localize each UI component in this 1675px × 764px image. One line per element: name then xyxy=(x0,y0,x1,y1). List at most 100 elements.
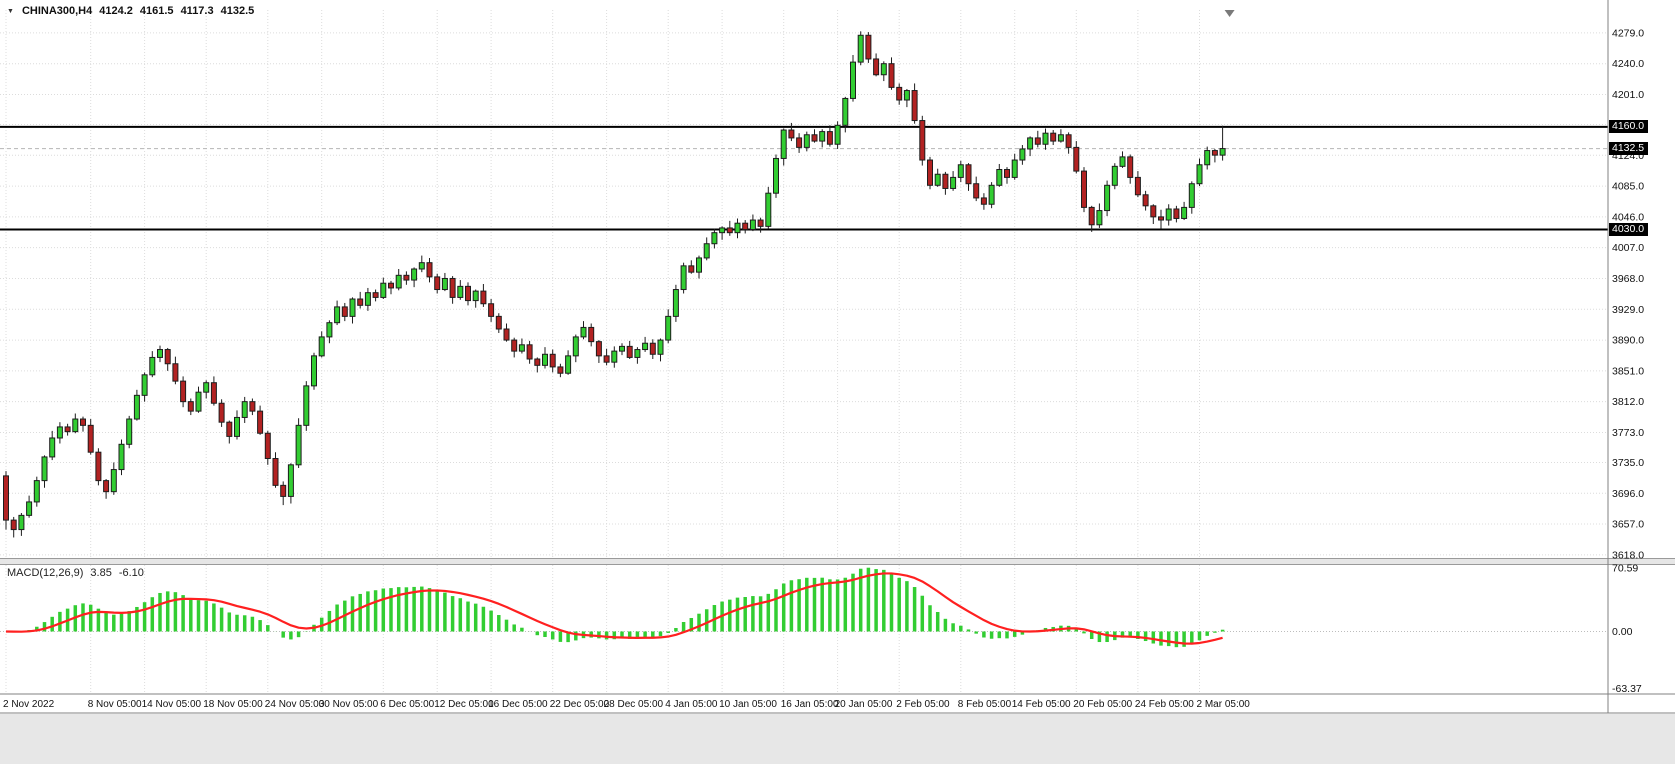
candle-down xyxy=(1065,134,1072,148)
candle-down xyxy=(973,183,980,199)
candle-down xyxy=(280,484,287,497)
candle-up xyxy=(26,501,33,516)
candle-up xyxy=(565,355,572,374)
time-axis-label: 10 Jan 05:00 xyxy=(719,699,777,710)
price-axis-label: 3968.0 xyxy=(1612,273,1644,285)
candle-up xyxy=(287,464,294,497)
candle-up xyxy=(126,418,133,445)
candle-up xyxy=(773,157,779,194)
candle-down xyxy=(388,282,394,289)
candle-down xyxy=(218,402,225,423)
candle-down xyxy=(372,292,379,298)
candle-down xyxy=(264,432,271,460)
candle-up xyxy=(241,401,248,418)
candle-up xyxy=(950,176,957,189)
candles[interactable] xyxy=(3,31,1226,538)
candle-up xyxy=(334,306,341,324)
candle-up xyxy=(857,34,864,63)
symbol-dropdown-icon[interactable]: ▼ xyxy=(7,7,14,15)
candle-up xyxy=(780,129,787,159)
candle-up xyxy=(518,344,525,352)
candle-down xyxy=(1158,216,1164,221)
candle-up xyxy=(318,336,325,357)
time-axis-label: 2 Mar 05:00 xyxy=(1197,699,1251,710)
candle-down xyxy=(249,401,256,412)
candle-up xyxy=(1204,150,1211,166)
candle-down xyxy=(726,227,733,234)
price-axis-label: 3696.0 xyxy=(1612,488,1644,500)
time-axis-label: 24 Nov 05:00 xyxy=(265,699,325,710)
candle-down xyxy=(480,290,487,305)
candle-down xyxy=(1211,150,1218,156)
candle-up xyxy=(33,480,40,503)
candle-up xyxy=(542,353,548,366)
macd-axis-label: -63.37 xyxy=(1612,683,1642,695)
ohlc-low: 4117.3 xyxy=(180,5,214,17)
candle-down xyxy=(534,358,541,366)
time-axis-label: 14 Feb 05:00 xyxy=(1012,699,1071,710)
current-price-badge: 4132.5 xyxy=(1609,141,1649,155)
candle-up xyxy=(1219,148,1226,156)
candle-up xyxy=(472,290,479,302)
candle-up xyxy=(295,424,302,466)
candle-up xyxy=(1057,134,1064,142)
candle-up xyxy=(903,90,910,101)
pane-splitter[interactable] xyxy=(0,558,1675,565)
time-axis-label: 8 Feb 05:00 xyxy=(958,699,1012,710)
time-axis-label: 20 Feb 05:00 xyxy=(1073,699,1132,710)
candle-up xyxy=(149,356,156,376)
time-axis-label: 14 Nov 05:00 xyxy=(142,699,202,710)
price-axis-label: 3773.0 xyxy=(1612,427,1644,439)
candle-down xyxy=(526,344,533,360)
candle-down xyxy=(742,222,749,231)
time-axis-label: 20 Jan 05:00 xyxy=(835,699,893,710)
candle-up xyxy=(880,63,887,76)
time-axis-label: 2 Nov 2022 xyxy=(3,699,55,710)
ohlc-close: 4132.5 xyxy=(220,5,255,17)
candle-up xyxy=(234,416,240,437)
candle-up xyxy=(56,426,63,439)
level-price-badge: 4160.0 xyxy=(1609,119,1649,133)
candle-down xyxy=(210,382,217,404)
candle-up xyxy=(1096,210,1103,226)
price-axis-label: 3812.0 xyxy=(1612,396,1644,408)
candle-down xyxy=(811,134,818,142)
candle-down xyxy=(826,131,833,145)
candle-up xyxy=(703,243,710,259)
price-axis-label: 3618.0 xyxy=(1612,549,1644,561)
candle-up xyxy=(1019,148,1026,161)
candle-up xyxy=(672,289,679,317)
candle-up xyxy=(41,456,48,482)
candle-up xyxy=(957,164,964,178)
candle-up xyxy=(711,232,718,245)
time-axis[interactable]: 2 Nov 2022 8 Nov 05:00 14 Nov 05:00 18 Nov … xyxy=(3,699,1250,710)
time-axis-label: 18 Nov 05:00 xyxy=(203,699,263,710)
candle-down xyxy=(873,58,880,76)
candle-up xyxy=(819,131,826,142)
candle-up xyxy=(665,315,672,341)
candle-up xyxy=(1181,206,1188,219)
time-axis-label: 8 Nov 05:00 xyxy=(88,699,142,710)
candle-up xyxy=(1027,137,1034,150)
time-axis-label: 12 Dec 05:00 xyxy=(434,699,494,710)
candle-down xyxy=(257,410,264,434)
candle-down xyxy=(180,380,187,403)
candle-up xyxy=(765,192,772,227)
time-axis-label: 30 Nov 05:00 xyxy=(319,699,379,710)
candle-up xyxy=(842,97,849,126)
candle-up xyxy=(642,342,649,351)
candle-down xyxy=(10,519,17,531)
price-axis-label: 3890.0 xyxy=(1612,335,1644,347)
candle-down xyxy=(64,426,71,433)
candle-down xyxy=(272,458,279,486)
candle-down xyxy=(357,298,364,306)
candle-up xyxy=(1111,165,1118,186)
candle-down xyxy=(1034,137,1041,145)
symbol-name: CHINA300,H4 xyxy=(21,5,93,17)
price-axis-label: 4240.0 xyxy=(1612,58,1644,70)
candle-down xyxy=(511,339,518,352)
macd-axis[interactable]: 70.59 0.00 -63.37 xyxy=(1612,562,1642,695)
candle-down xyxy=(626,345,633,358)
